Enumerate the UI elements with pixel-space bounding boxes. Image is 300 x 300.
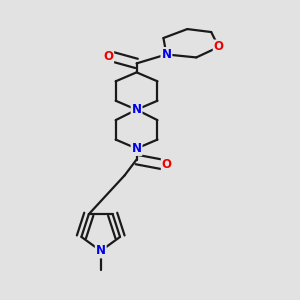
Text: O: O: [162, 158, 172, 171]
Text: N: N: [96, 244, 106, 257]
Text: O: O: [103, 50, 113, 63]
Text: N: N: [161, 48, 171, 61]
Text: N: N: [132, 103, 142, 116]
Text: N: N: [132, 142, 142, 155]
Text: O: O: [214, 40, 224, 53]
